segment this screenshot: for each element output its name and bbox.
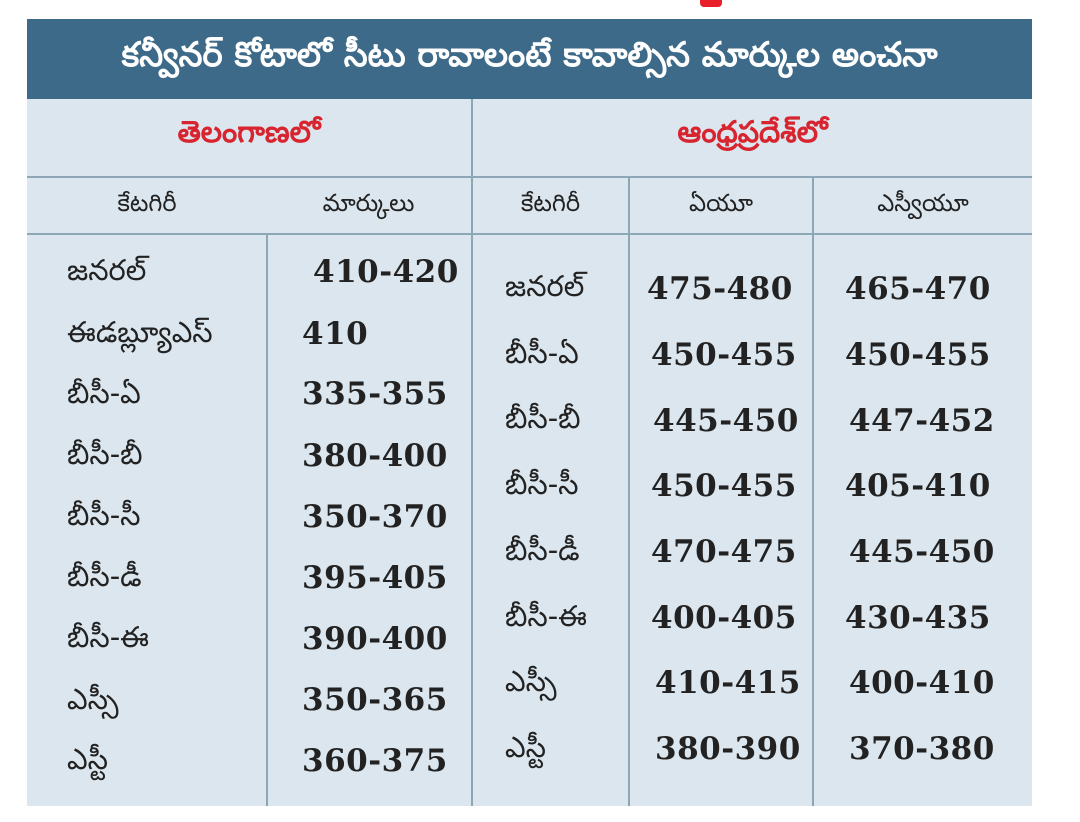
andhra-svu-header: ఎస్వీయూ xyxy=(877,189,969,217)
telangana-category: బీసీ-ఈ xyxy=(67,620,150,654)
telangana-marks: 410 xyxy=(302,316,369,352)
page-title: కన్వీనర్ కోటాలో సీటు రావాలంటే కావాల్సిన … xyxy=(27,19,1032,99)
andhra-svu-marks: 445-450 xyxy=(849,534,995,570)
andhra-au-header: ఏయూ xyxy=(689,189,753,217)
andhra-category: బీసీ-ఏ xyxy=(505,336,579,370)
andhra-category: ఎస్సీ xyxy=(505,664,557,698)
andhra-category: ఎస్టీ xyxy=(505,730,546,764)
andhra-svu-marks: 465-470 xyxy=(845,271,991,307)
andhra-category: బీసీ-సీ xyxy=(505,467,579,501)
andhra-au-marks: 410-415 xyxy=(655,665,801,701)
divider xyxy=(471,99,473,806)
andhra-au-marks: 380-390 xyxy=(655,731,801,767)
andhra-svu-marks: 405-410 xyxy=(845,468,991,504)
andhra-au-marks: 400-405 xyxy=(651,600,797,636)
andhra-category: బీసీ-బీ xyxy=(505,401,581,435)
andhra-au-marks: 450-455 xyxy=(651,468,797,504)
andhra-svu-marks: 370-380 xyxy=(849,731,995,767)
telangana-marks: 380-400 xyxy=(302,438,448,474)
telangana-marks-header: మార్కులు xyxy=(322,189,415,217)
telangana-category: బీసీ-ఏ xyxy=(67,376,141,410)
telangana-marks: 390-400 xyxy=(302,621,448,657)
telangana-category: బీసీ-డీ xyxy=(67,559,142,593)
telangana-category: ఎస్సీ xyxy=(67,682,119,716)
divider xyxy=(27,176,1032,178)
marks-table-panel: కన్వీనర్ కోటాలో సీటు రావాలంటే కావాల్సిన … xyxy=(27,19,1032,806)
divider xyxy=(27,233,1032,235)
telangana-category: ఈడబ్ల్యూఎస్ xyxy=(67,315,213,349)
telangana-category: బీసీ-సీ xyxy=(67,498,141,532)
telangana-marks: 410-420 xyxy=(313,254,459,290)
divider xyxy=(628,178,630,806)
telangana-category-header: కేటగిరీ xyxy=(117,189,177,217)
andhra-au-marks: 450-455 xyxy=(651,337,797,373)
andhra-svu-marks: 400-410 xyxy=(849,665,995,701)
andhra-svu-marks: 447-452 xyxy=(849,403,995,439)
telangana-category: జనరల్ xyxy=(67,253,147,287)
red-decoration-mark xyxy=(700,0,722,7)
telangana-heading: తెలంగాణలో xyxy=(177,115,321,150)
telangana-marks: 350-365 xyxy=(302,682,448,718)
andhra-category: బీసీ-డీ xyxy=(505,533,580,567)
telangana-category: బీసీ-బీ xyxy=(67,437,143,471)
andhra-au-marks: 475-480 xyxy=(647,271,793,307)
telangana-marks: 395-405 xyxy=(302,560,448,596)
telangana-marks: 350-370 xyxy=(302,499,448,535)
telangana-marks: 360-375 xyxy=(302,743,448,779)
telangana-marks: 335-355 xyxy=(302,376,448,412)
andhra-au-marks: 470-475 xyxy=(651,534,797,570)
andhra-svu-marks: 450-455 xyxy=(845,337,991,373)
andhra-svu-marks: 430-435 xyxy=(845,600,991,636)
divider xyxy=(812,178,814,806)
telangana-category: ఎస్టీ xyxy=(67,742,108,776)
andhra-heading: ఆంధ్రప్రదేశ్‌లో xyxy=(677,115,828,150)
andhra-au-marks: 445-450 xyxy=(653,403,799,439)
divider xyxy=(266,234,268,806)
andhra-category: జనరల్ xyxy=(505,269,585,303)
andhra-category-header: కేటగిరీ xyxy=(520,189,581,217)
andhra-category: బీసీ-ఈ xyxy=(505,599,588,633)
